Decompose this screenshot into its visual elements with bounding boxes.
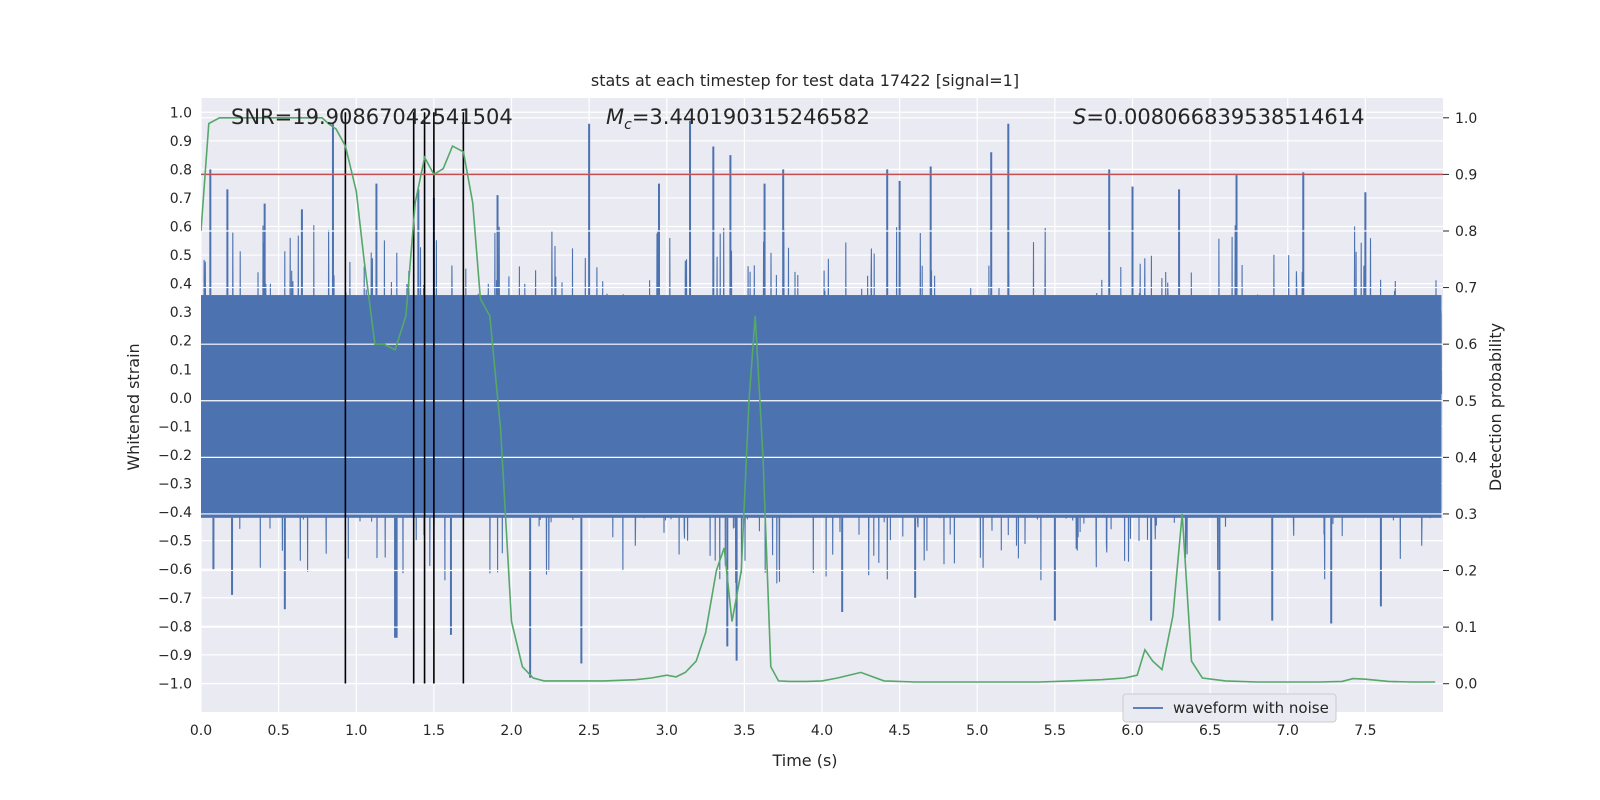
legend: waveform with noise [1122, 693, 1337, 723]
x-tick-label: 5.5 [1044, 723, 1066, 739]
y-axis-left: −1.0 −0.9 −0.8 −0.7 −0.6 −0.5 −0.4 −0.3 −0.2 −0.1… [158, 105, 192, 692]
x-tick-label: 2.0 [500, 723, 522, 739]
chirp-mass-value: =3.440190315246582 [632, 105, 870, 129]
s-annotation: S=0.008066839538514614 [1073, 105, 1364, 129]
y-left-tick-label: 0.4 [170, 277, 192, 293]
y-right-tick-label: 0.6 [1455, 337, 1477, 353]
y-right-tick-label: 0.7 [1455, 281, 1477, 297]
y-left-tick-label: −0.3 [158, 477, 192, 493]
x-axis-label: Time (s) [771, 751, 837, 770]
y-left-tick-label: −0.2 [158, 448, 192, 464]
y-axis-right-label: Detection probability [1486, 323, 1505, 491]
y-left-tick-label: 0.3 [170, 305, 192, 321]
s-value: =0.008066839538514614 [1086, 105, 1364, 129]
y-right-tick-label: 0.1 [1455, 620, 1477, 636]
x-tick-label: 5.0 [966, 723, 988, 739]
x-tick-label: 4.0 [811, 723, 833, 739]
x-tick-label: 2.5 [578, 723, 600, 739]
chirp-mass-subscript: c [624, 117, 632, 133]
y-right-tick-label: 0.2 [1455, 564, 1477, 580]
x-tick-label: 4.5 [888, 723, 910, 739]
y-left-tick-label: −0.1 [158, 419, 192, 435]
y-left-tick-label: −0.6 [158, 562, 192, 578]
y-left-tick-label: 0.5 [170, 248, 192, 264]
snr-annotation: SNR=19.90867042541504 [231, 105, 513, 129]
y-left-tick-label: 0.0 [170, 391, 192, 407]
y-right-tick-label: 0.5 [1455, 394, 1477, 410]
x-tick-label: 7.0 [1277, 723, 1299, 739]
y-left-tick-label: 0.2 [170, 334, 192, 350]
x-tick-label: 0.0 [190, 723, 212, 739]
legend-box [1122, 693, 1337, 723]
x-tick-label: 7.5 [1354, 723, 1376, 739]
y-right-tick-label: 0.3 [1455, 507, 1477, 523]
chirp-mass-annotation: Mc=3.440190315246582 [606, 105, 870, 133]
x-tick-label: 6.5 [1199, 723, 1221, 739]
y-left-tick-label: 0.8 [170, 162, 192, 178]
y-axis-right: 0.0 0.1 0.2 0.3 0.4 0.5 0.6 0.7 0.8 0.9 1.0 [1443, 111, 1477, 693]
y-left-tick-label: 0.1 [170, 362, 192, 378]
y-right-tick-label: 0.0 [1455, 677, 1477, 693]
y-right-tick-label: 0.8 [1455, 224, 1477, 240]
s-symbol: S [1073, 105, 1086, 129]
y-left-tick-label: −0.9 [158, 648, 192, 664]
chirp-mass-symbol: M [606, 105, 624, 129]
y-right-tick-label: 1.0 [1455, 111, 1477, 127]
y-right-tick-label: 0.4 [1455, 450, 1477, 466]
legend-label: waveform with noise [1173, 699, 1329, 717]
waveform-noise-band [201, 295, 1442, 518]
x-tick-label: 3.5 [733, 723, 755, 739]
x-tick-label: 6.0 [1121, 723, 1143, 739]
y-left-tick-label: −0.7 [158, 591, 192, 607]
y-left-tick-label: 0.6 [170, 220, 192, 236]
y-left-tick-label: 0.7 [170, 191, 192, 207]
probability-line [201, 117, 1436, 683]
y-left-tick-label: −1.0 [158, 676, 192, 692]
x-axis: 0.0 0.5 1.0 1.5 2.0 2.5 3.0 3.5 4.0 4.5 5.0 5.5 6.0 6… [190, 723, 1377, 739]
y-left-tick-label: 0.9 [170, 134, 192, 150]
y-left-tick-label: 1.0 [170, 105, 192, 121]
waveform-series [201, 120, 1442, 678]
y-left-tick-label: −0.5 [158, 534, 192, 550]
event-markers [344, 112, 465, 684]
chart-title: stats at each timestep for test data 174… [591, 71, 1019, 90]
x-tick-label: 1.5 [423, 723, 445, 739]
x-tick-label: 1.0 [345, 723, 367, 739]
y-left-tick-label: −0.8 [158, 619, 192, 635]
y-axis-left-label: Whitened strain [124, 343, 143, 470]
y-right-tick-label: 0.9 [1455, 167, 1477, 183]
x-tick-label: 0.5 [267, 723, 289, 739]
x-tick-label: 3.0 [656, 723, 678, 739]
y-left-tick-label: −0.4 [158, 505, 192, 521]
right-grid [201, 117, 1443, 685]
